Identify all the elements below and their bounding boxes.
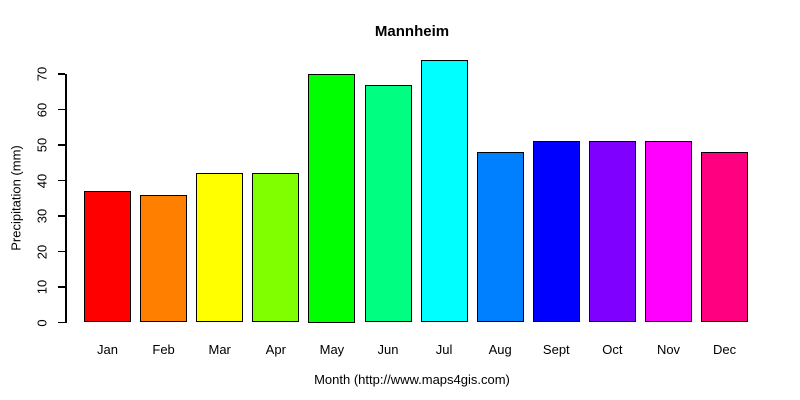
x-tick-label-jul: Jul	[435, 342, 453, 357]
y-tick-label: 60	[34, 102, 50, 117]
bar-mar	[196, 173, 244, 323]
y-tick	[58, 179, 65, 182]
x-tick-label-dec: Dec	[713, 342, 737, 357]
y-tick-label: 40	[34, 173, 50, 188]
bar-apr	[252, 173, 300, 323]
bar-jun	[364, 84, 412, 323]
x-tick-label-feb: Feb	[152, 342, 175, 357]
bar-aug	[476, 152, 524, 323]
y-axis-line	[65, 74, 67, 323]
x-tick-label-nov: Nov	[656, 342, 681, 357]
y-tick	[58, 73, 65, 75]
x-tick-label-may: May	[319, 342, 345, 357]
bar-jan	[84, 191, 131, 323]
y-tick	[58, 144, 65, 146]
x-tick-label-jun: Jun	[377, 342, 399, 357]
y-tick	[58, 108, 65, 111]
y-tick	[58, 215, 65, 217]
y-tick	[58, 286, 65, 288]
y-tick-label: 70	[34, 66, 50, 82]
chart-title: Mannheim	[374, 23, 450, 40]
x-tick-label-aug: Aug	[488, 342, 512, 357]
x-tick-label-mar: Mar	[208, 342, 231, 357]
y-tick-label: 20	[34, 244, 50, 259]
y-tick-label: 0	[34, 318, 50, 327]
bar-nov	[645, 141, 692, 323]
bar-may	[308, 74, 356, 323]
x-tick-label-sept: Sept	[542, 342, 570, 357]
y-tick-label: 30	[34, 208, 50, 224]
x-tick-label-apr: Apr	[265, 342, 286, 357]
bar-oct	[588, 141, 636, 323]
bar-feb	[140, 194, 188, 323]
y-tick-label: 50	[34, 137, 50, 153]
y-tick	[58, 321, 65, 324]
bar-dec	[701, 152, 749, 323]
y-tick	[58, 250, 65, 253]
bar-jul	[420, 59, 468, 323]
x-tick-label-oct: Oct	[602, 342, 623, 357]
y-tick-label: 10	[34, 279, 50, 295]
bar-sept	[532, 141, 580, 323]
x-axis-label: Month (http://www.maps4gis.com)	[314, 372, 510, 387]
x-tick-label-jan: Jan	[97, 342, 118, 357]
y-axis-label: Precipitation (mm)	[8, 145, 24, 251]
